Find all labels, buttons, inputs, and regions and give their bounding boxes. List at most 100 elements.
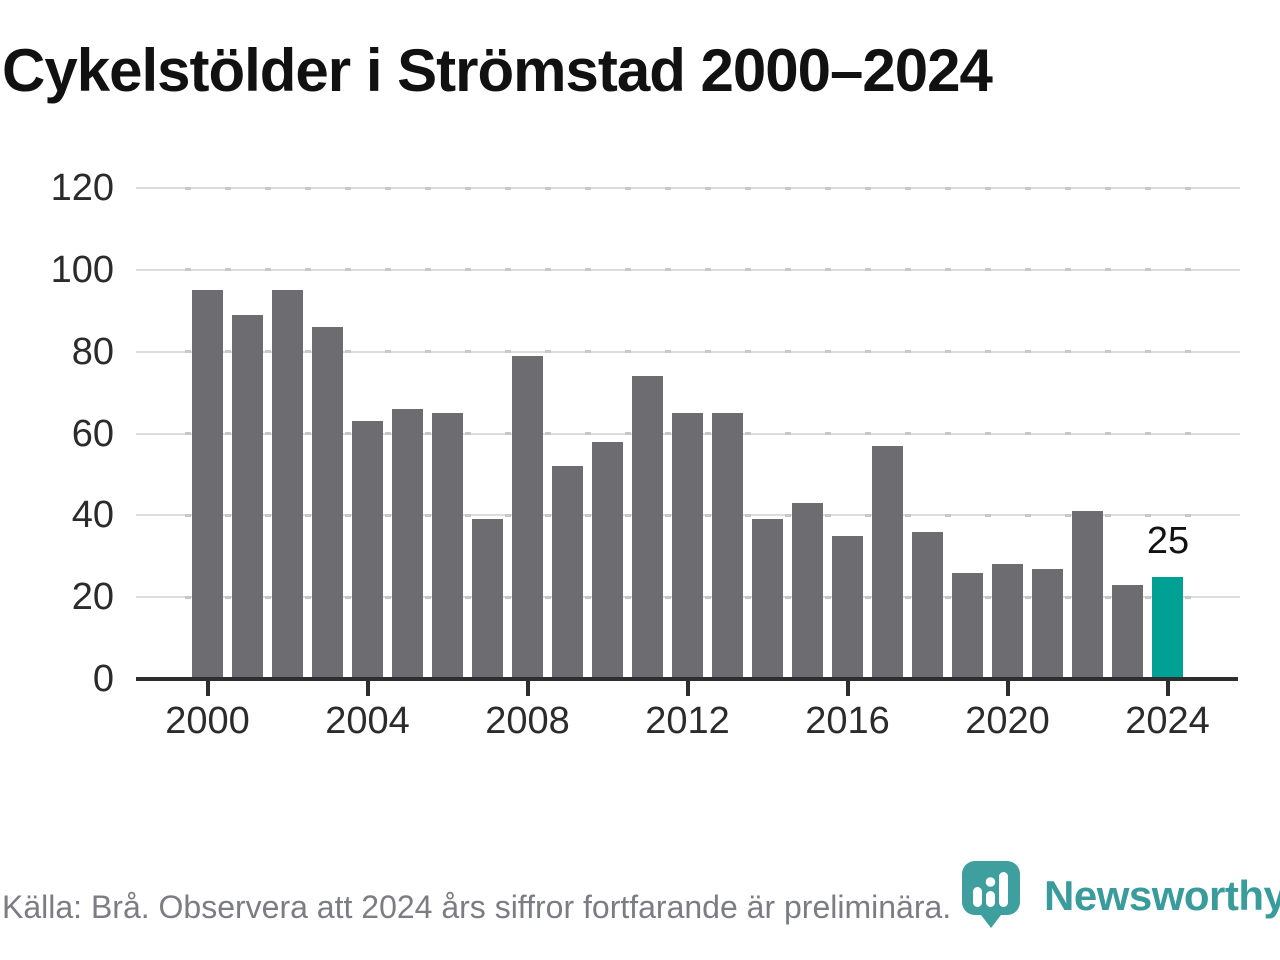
minor-gridline-dash (384, 595, 391, 599)
bar-2017 (872, 445, 903, 679)
minor-gridline-dash (384, 513, 391, 517)
gridline-y100 (136, 268, 1240, 271)
minor-gridline-dash (864, 268, 871, 272)
minor-gridline-dash (264, 513, 271, 517)
minor-gridline-dash (504, 432, 511, 435)
minor-gridline-dash (344, 186, 351, 190)
minor-gridline-dash (864, 513, 871, 517)
minor-gridline-dash (1184, 350, 1191, 354)
minor-gridline-dash (1144, 268, 1151, 272)
minor-gridline-dash (864, 350, 871, 354)
minor-gridline-dash (264, 186, 271, 190)
minor-gridline-dash (904, 268, 911, 272)
minor-gridline-dash (744, 350, 751, 354)
minor-gridline-dash (1104, 186, 1111, 190)
bar-2003 (312, 327, 343, 679)
x-tick-label-2008: 2008 (485, 700, 570, 742)
minor-gridline-dash (784, 432, 791, 435)
minor-gridline-dash (1184, 513, 1191, 517)
minor-gridline-dash (824, 268, 831, 272)
minor-gridline-dash (1184, 186, 1191, 190)
x-tick-label-2024: 2024 (1125, 700, 1210, 742)
minor-gridline-dash (1064, 268, 1071, 272)
minor-gridline-dash (784, 350, 791, 354)
x-tick-label-2020: 2020 (965, 700, 1050, 742)
minor-gridline-dash (304, 432, 311, 435)
minor-gridline-dash (1104, 513, 1111, 517)
minor-gridline-dash (1064, 186, 1071, 190)
minor-gridline-dash (704, 268, 711, 272)
bar-2009 (552, 466, 583, 679)
minor-gridline-dash (584, 268, 591, 272)
minor-gridline-dash (624, 186, 631, 190)
minor-gridline-dash (1064, 595, 1071, 599)
gridline-y120 (136, 187, 1240, 189)
minor-gridline-dash (824, 432, 831, 435)
minor-gridline-dash (1184, 595, 1191, 599)
minor-gridline-dash (1144, 432, 1151, 435)
minor-gridline-dash (304, 595, 311, 599)
bar-2005 (392, 408, 423, 679)
bar-2022 (1072, 511, 1103, 679)
minor-gridline-dash (1024, 513, 1031, 517)
y-tick-label-40: 40 (71, 494, 114, 537)
minor-gridline-dash (624, 595, 631, 599)
minor-gridline-dash (304, 268, 311, 272)
minor-gridline-dash (664, 268, 671, 272)
minor-gridline-dash (344, 350, 351, 354)
x-axis-tick-2000 (205, 681, 210, 696)
minor-gridline-dash (504, 186, 511, 190)
bar-2016 (832, 535, 863, 679)
minor-gridline-dash (704, 186, 711, 190)
bar-2014 (752, 519, 783, 679)
minor-gridline-dash (624, 432, 631, 435)
newsworthy-logo (960, 860, 1022, 933)
minor-gridline-dash (984, 350, 991, 354)
x-axis-tick-2004 (365, 681, 370, 696)
minor-gridline-dash (984, 432, 991, 435)
minor-gridline-dash (544, 268, 551, 272)
minor-gridline-dash (424, 268, 431, 272)
minor-gridline-dash (384, 268, 391, 272)
bar-2007 (472, 519, 503, 679)
minor-gridline-dash (1024, 350, 1031, 354)
minor-gridline-dash (264, 595, 271, 599)
minor-gridline-dash (184, 513, 191, 517)
minor-gridline-dash (904, 513, 911, 517)
bar-2010 (592, 441, 623, 679)
minor-gridline-dash (184, 268, 191, 272)
minor-gridline-dash (384, 186, 391, 190)
bar-2011 (632, 376, 663, 679)
bar-2012 (672, 413, 703, 679)
minor-gridline-dash (704, 350, 711, 354)
minor-gridline-dash (824, 595, 831, 599)
minor-gridline-dash (424, 350, 431, 354)
minor-gridline-dash (944, 186, 951, 190)
x-axis-line (136, 677, 1238, 681)
minor-gridline-dash (224, 350, 231, 354)
minor-gridline-dash (984, 513, 991, 517)
minor-gridline-dash (784, 186, 791, 190)
minor-gridline-dash (424, 513, 431, 517)
minor-gridline-dash (544, 595, 551, 599)
bar-2004 (352, 421, 383, 679)
bar-2018 (912, 531, 943, 679)
minor-gridline-dash (424, 595, 431, 599)
minor-gridline-dash (904, 432, 911, 435)
minor-gridline-dash (464, 595, 471, 599)
x-axis-tick-2024 (1165, 681, 1170, 696)
bar-2015 (792, 503, 823, 679)
bar-2020 (992, 564, 1023, 679)
gridline-y80 (136, 350, 1240, 353)
minor-gridline-dash (744, 186, 751, 190)
bar-2023 (1112, 584, 1143, 679)
value-annotation: 25 (1146, 520, 1190, 562)
minor-gridline-dash (584, 513, 591, 517)
minor-gridline-dash (184, 186, 191, 190)
minor-gridline-dash (864, 186, 871, 190)
minor-gridline-dash (1024, 432, 1031, 435)
minor-gridline-dash (744, 432, 751, 435)
minor-gridline-dash (1104, 268, 1111, 272)
minor-gridline-dash (664, 432, 671, 435)
